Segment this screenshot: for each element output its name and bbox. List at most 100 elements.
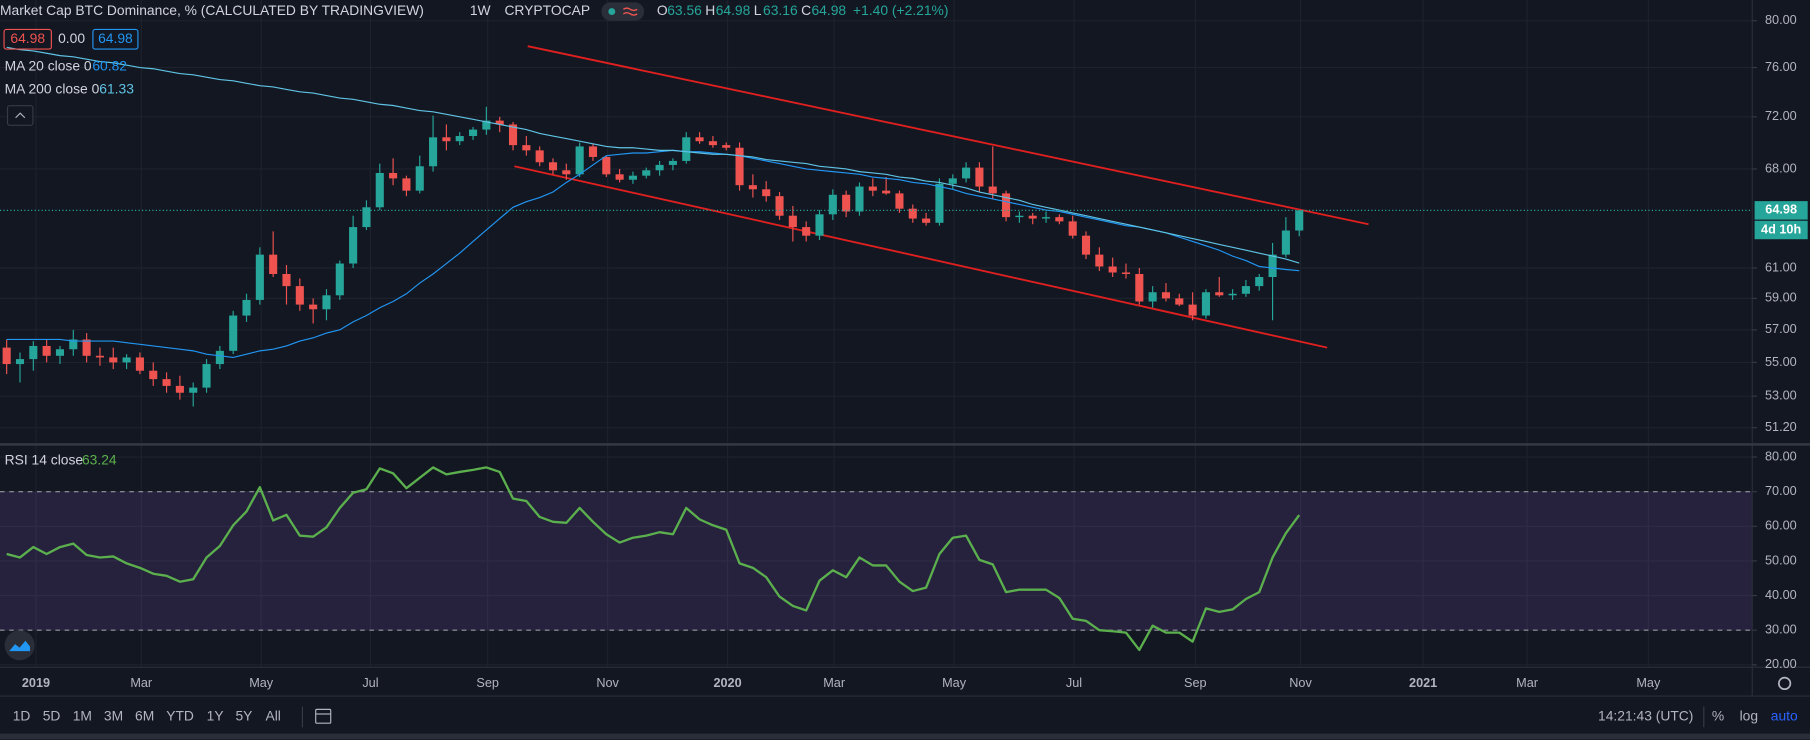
x-tick-label: Sep	[1184, 676, 1207, 690]
bid-box[interactable]	[3, 28, 52, 50]
change: +1.40 (+2.21%)	[853, 2, 948, 18]
candle-body	[1188, 304, 1197, 316]
range-button[interactable]: 5Y	[235, 708, 252, 724]
ask: 64.98	[98, 30, 133, 46]
candle-body	[202, 364, 211, 388]
legend-name: RSI 14 close	[5, 451, 84, 467]
candle-body	[429, 137, 438, 167]
x-tick-label: Nov	[1289, 676, 1312, 690]
scale-option[interactable]: log	[1740, 708, 1758, 724]
candle-body	[455, 136, 464, 142]
candle-body	[628, 175, 637, 180]
trend-line[interactable]	[527, 45, 1369, 226]
candle-body	[722, 145, 731, 148]
x-tick-label: Mar	[823, 676, 846, 690]
ma-line	[6, 149, 1300, 359]
collapse-button[interactable]	[6, 105, 34, 126]
candle-body	[15, 359, 25, 365]
settings-button[interactable]	[1777, 676, 1792, 691]
candle-body	[868, 186, 877, 191]
legend-value: 63.24	[82, 451, 117, 467]
candle-body	[175, 385, 184, 393]
candle-body	[189, 387, 198, 393]
candle-body	[322, 295, 331, 310]
toolbar: 1D 5D 1M 3M 6M YTD 1Y 5Y All% log auto	[13, 708, 1798, 724]
y-tick-label: 57.00	[1765, 322, 1797, 336]
candle-body	[802, 227, 811, 236]
candle-body	[935, 183, 944, 223]
candle-body	[242, 299, 251, 316]
y-tick-label: 76.00	[1765, 60, 1797, 74]
x-tick-label: Jul	[362, 676, 378, 690]
candle-body	[1161, 292, 1171, 299]
y-tick-label: 51.20	[1765, 420, 1797, 434]
candle-body	[1028, 215, 1037, 219]
logo-icon	[9, 640, 31, 652]
candle-body	[362, 207, 371, 228]
trend-line[interactable]	[514, 165, 1328, 349]
y-tick-label: 30.00	[1765, 623, 1797, 637]
ohlc-key: L	[754, 2, 762, 18]
ohlc-key: O	[657, 2, 668, 18]
scale-option[interactable]: %	[1712, 708, 1724, 724]
legend-value: 61.33	[99, 81, 134, 97]
candle-body	[748, 185, 757, 190]
bid: 64.98	[10, 30, 45, 46]
candle-body	[562, 170, 571, 175]
rsi-band	[0, 491, 1753, 631]
ma-line	[6, 46, 1300, 264]
candle-body	[695, 137, 704, 142]
countdown: 4d 10h	[1761, 222, 1801, 236]
candle-body	[1148, 292, 1157, 302]
candle-body	[682, 137, 691, 161]
y-tick-label: 20.00	[1765, 657, 1797, 671]
candle-body	[1135, 273, 1144, 302]
collapse-icon	[15, 112, 26, 119]
candle-body	[668, 160, 677, 165]
y-tick-label: 55.00	[1765, 355, 1797, 369]
range-button[interactable]: YTD	[166, 708, 194, 724]
ohlc-value: 64.98	[811, 2, 846, 18]
range-button[interactable]: 3M	[104, 708, 123, 724]
candle-body	[122, 357, 131, 363]
candle-body	[882, 190, 891, 194]
x-tick-label: May	[249, 676, 274, 690]
candle-body	[375, 172, 384, 208]
scale-option[interactable]: auto	[1771, 708, 1798, 724]
ask-box[interactable]	[92, 28, 139, 50]
status-icon	[622, 7, 638, 16]
candle-body	[2, 347, 11, 365]
ohlc-value: 64.98	[716, 2, 751, 18]
candle-body	[615, 174, 624, 180]
candle-body	[588, 146, 598, 157]
candle-body	[349, 227, 358, 264]
status-pill[interactable]	[601, 2, 645, 21]
toolbar-bg	[0, 696, 1810, 740]
candle-body	[109, 357, 118, 363]
range-button[interactable]: 1M	[73, 708, 92, 724]
x-tick-label: Jul	[1066, 676, 1082, 690]
range-button[interactable]: 1Y	[207, 708, 224, 724]
rsi-line	[6, 466, 1301, 652]
range-button[interactable]: 6M	[135, 708, 154, 724]
candle-body	[508, 124, 518, 146]
y-tick-label: 40.00	[1765, 588, 1797, 602]
logo[interactable]	[4, 630, 35, 661]
x-tick-label: 2021	[1409, 676, 1437, 690]
candle-body	[442, 137, 451, 142]
candle-body	[282, 273, 291, 287]
candle-body	[389, 172, 398, 179]
range-button[interactable]: 5D	[43, 708, 61, 724]
calendar-button[interactable]	[315, 708, 332, 724]
candle-body	[1081, 235, 1091, 255]
range-button[interactable]: All	[265, 708, 280, 724]
candle-body	[55, 349, 65, 356]
clock[interactable]: 14:21:43 (UTC)	[1598, 708, 1693, 724]
interval[interactable]: 1W	[470, 2, 492, 18]
candle-body	[1215, 292, 1224, 296]
exchange: CRYPTOCAP	[504, 2, 590, 18]
candle-body	[495, 120, 504, 125]
range-button[interactable]: 1D	[13, 708, 31, 724]
